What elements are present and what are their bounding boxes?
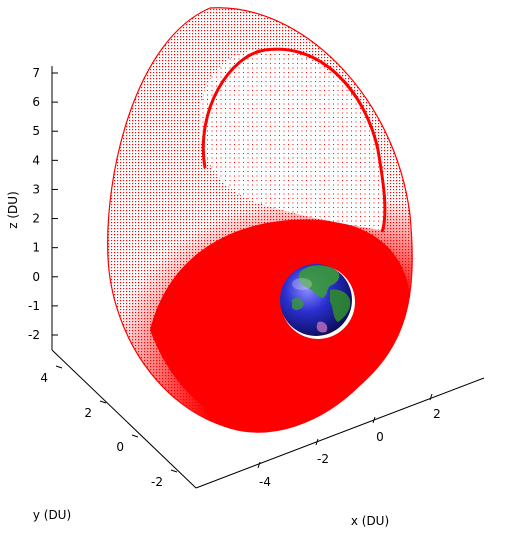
trajectory-inner-rim [201, 47, 387, 233]
z-tick-label: 1 [32, 241, 40, 255]
x-tick-label: -4 [259, 475, 271, 489]
y-axis-label: y (DU) [33, 508, 71, 522]
z-tick-label: 3 [32, 182, 40, 196]
trajectory-outer-rim [107, 7, 413, 433]
x-tick-mark [257, 461, 261, 469]
y-tick-label: 2 [84, 406, 92, 420]
z-tick-label: 0 [32, 270, 40, 284]
z-tick-label: -2 [28, 328, 40, 342]
x-tick-label: 2 [433, 407, 441, 421]
z-tick-label: 5 [32, 124, 40, 138]
y-tick-label: -2 [151, 475, 163, 489]
x-tick-label: -2 [317, 452, 329, 466]
z-axis-label: z (DU) [6, 191, 20, 229]
x-tick-mark [372, 416, 376, 424]
y-axis-line [51, 349, 197, 489]
x-tick-mark [315, 438, 319, 446]
z-tick-label: 7 [32, 66, 40, 80]
x-tick-mark [429, 393, 433, 401]
y-tick-mark [131, 434, 139, 438]
trajectory-inner-hole-dots [199, 49, 388, 230]
x-tick-label: 0 [376, 430, 384, 444]
y-tick-mark [99, 400, 107, 404]
z-tick-label: 4 [32, 153, 40, 167]
z-tick-label: 6 [32, 95, 40, 109]
x-axis-label: x (DU) [351, 514, 389, 528]
axes [51, 66, 485, 489]
y-tick-mark [55, 365, 63, 369]
earth-globe-icon [280, 264, 355, 339]
tick-marks: -2 -1 0 1 2 3 4 5 6 7 -2 0 2 4 -4 -2 0 2 [28, 66, 441, 489]
y-tick-label: 4 [40, 371, 48, 385]
z-tick-label: -1 [28, 299, 40, 313]
y-tick-label: 0 [116, 440, 124, 454]
x-axis-line [195, 377, 485, 489]
y-tick-mark [170, 469, 178, 473]
z-tick-label: 2 [32, 212, 40, 226]
